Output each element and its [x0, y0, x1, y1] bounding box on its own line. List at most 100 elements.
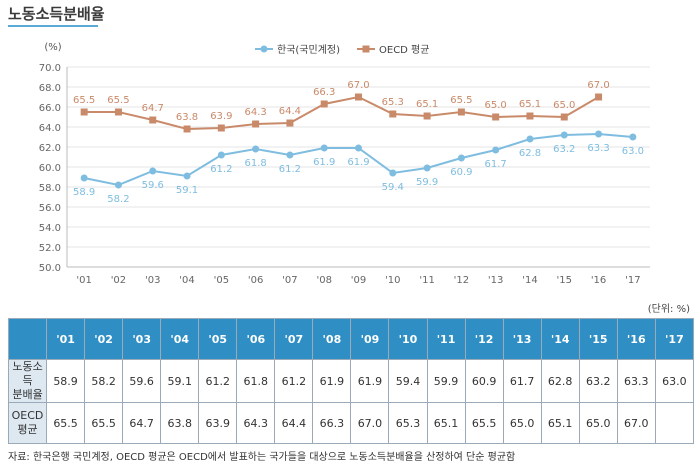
- data-label: 58.2: [107, 194, 129, 205]
- line-chart: 50.0 52.0 54.0 56.0 58.0 60.0 62.0 64.0 66.0 68.0…: [39, 42, 650, 286]
- y-tick-label: 68.0: [39, 83, 61, 94]
- table-cell: 66.3: [312, 402, 352, 444]
- data-label: 65.5: [73, 95, 95, 106]
- x-tick-label: '03: [145, 275, 160, 286]
- row-label-line1: 노동소득: [12, 360, 43, 387]
- table-cell: 64.4: [274, 402, 314, 444]
- table-cell: 65.0: [502, 402, 542, 444]
- y-tick-label: 62.0: [39, 143, 61, 154]
- x-tick-label: '15: [557, 275, 572, 286]
- table-header-cell: '16: [616, 318, 656, 360]
- data-point: [217, 124, 225, 132]
- data-label: 59.6: [142, 180, 164, 191]
- table-header-cell: '03: [122, 318, 162, 360]
- data-label: 65.5: [450, 95, 472, 106]
- data-label: 67.0: [587, 80, 609, 91]
- table-row: OECD 평균 65.5 65.5 64.7 63.8 63.9 64.3 64.4 66.3 67…: [7, 402, 695, 444]
- data-point: [114, 181, 122, 189]
- data-label: 64.4: [279, 106, 301, 117]
- table-cell: 63.3: [616, 359, 656, 403]
- table-cell: 64.7: [122, 402, 162, 444]
- data-point: [423, 112, 431, 120]
- data-label: 63.2: [553, 144, 575, 155]
- data-point: [595, 93, 603, 101]
- y-tick-label: 56.0: [39, 203, 61, 214]
- data-point: [457, 154, 465, 162]
- y-tick-label: 66.0: [39, 103, 61, 114]
- table-header-cell: '01: [46, 318, 86, 360]
- table-cell: 61.2: [274, 359, 314, 403]
- table-cell: 65.3: [388, 402, 428, 444]
- table-header-cell: '05: [198, 318, 238, 360]
- x-tick-label: '12: [454, 275, 469, 286]
- row-label-line2: 평균: [17, 423, 38, 436]
- data-point: [355, 93, 362, 101]
- table-cell: 65.0: [578, 402, 618, 444]
- table-header-row: '01'02'03'04'05'06'07'08'09'10'11'12'13 '…: [7, 318, 695, 360]
- data-label: 66.3: [313, 87, 335, 98]
- y-tick-label: 64.0: [39, 123, 61, 134]
- table-cell: 61.2: [198, 359, 238, 403]
- data-label: 65.1: [519, 99, 541, 110]
- data-point: [80, 108, 88, 116]
- data-label: 64.3: [244, 107, 266, 118]
- table-cell: [654, 402, 695, 444]
- x-tick-label: '09: [351, 275, 366, 286]
- x-tick-label: '08: [316, 275, 331, 286]
- y-tick-label: 60.0: [39, 163, 61, 174]
- x-tick-label: '06: [248, 275, 263, 286]
- data-point: [320, 144, 328, 152]
- table-cell: 65.5: [84, 402, 124, 444]
- data-point: [560, 131, 568, 139]
- data-label: 65.0: [553, 100, 575, 111]
- table-cell: 59.4: [388, 359, 428, 403]
- data-table: '01'02'03'04'05'06'07'08'09'10'11'12'13 '…: [7, 318, 695, 444]
- x-tick-label: '13: [488, 275, 503, 286]
- legend-label: 한국(국민계정): [277, 44, 340, 56]
- x-tick-label: '02: [111, 275, 126, 286]
- table-cell: 65.1: [426, 402, 466, 444]
- table-row: 노동소득 분배율 58.9 58.2 59.6 59.1 61.2 61.8 61.2 61.9 6…: [7, 359, 695, 403]
- data-label: 61.9: [347, 157, 369, 168]
- data-point: [389, 169, 397, 177]
- data-label: 65.0: [485, 100, 507, 111]
- data-label: 63.0: [622, 146, 644, 157]
- table-cell: 59.9: [426, 359, 466, 403]
- table-header-cell: '11: [426, 318, 466, 360]
- table-header-cell: '08: [312, 318, 352, 360]
- data-label: 65.3: [382, 97, 404, 108]
- table-header-cell: '10: [388, 318, 428, 360]
- table-cell: 61.9: [350, 359, 390, 403]
- table-cell: 61.8: [236, 359, 276, 403]
- table-cell: 63.9: [198, 402, 238, 444]
- legend-label: OECD 평균: [379, 44, 429, 56]
- data-label: 59.9: [416, 177, 438, 188]
- table-cell: 65.5: [464, 402, 504, 444]
- table-header-cell: '02: [84, 318, 124, 360]
- data-label: 63.9: [210, 111, 232, 122]
- x-tick-label: '07: [282, 275, 297, 286]
- table-cell: 59.1: [160, 359, 200, 403]
- table-header-cell: '14: [540, 318, 580, 360]
- data-label: 58.9: [73, 187, 95, 198]
- y-tick-label: 70.0: [39, 63, 61, 74]
- data-point: [560, 113, 568, 121]
- x-tick-label: '01: [76, 275, 91, 286]
- y-axis-label: (%): [44, 42, 61, 53]
- data-point: [149, 116, 157, 124]
- data-point: [80, 174, 88, 182]
- table-header-cell: '15: [578, 318, 618, 360]
- table-cell: 64.3: [236, 402, 276, 444]
- data-point: [114, 108, 122, 116]
- data-label: 65.1: [416, 99, 438, 110]
- data-label: 67.0: [347, 80, 369, 91]
- data-point: [389, 110, 397, 118]
- data-label: 61.2: [279, 164, 301, 175]
- table-cell: 59.6: [122, 359, 162, 403]
- data-label: 64.7: [142, 103, 164, 114]
- data-point: [286, 151, 294, 159]
- title-underline: [8, 25, 98, 27]
- x-tick-label: '05: [214, 275, 229, 286]
- x-tick-label: '16: [591, 275, 606, 286]
- table-header-cell: '06: [236, 318, 276, 360]
